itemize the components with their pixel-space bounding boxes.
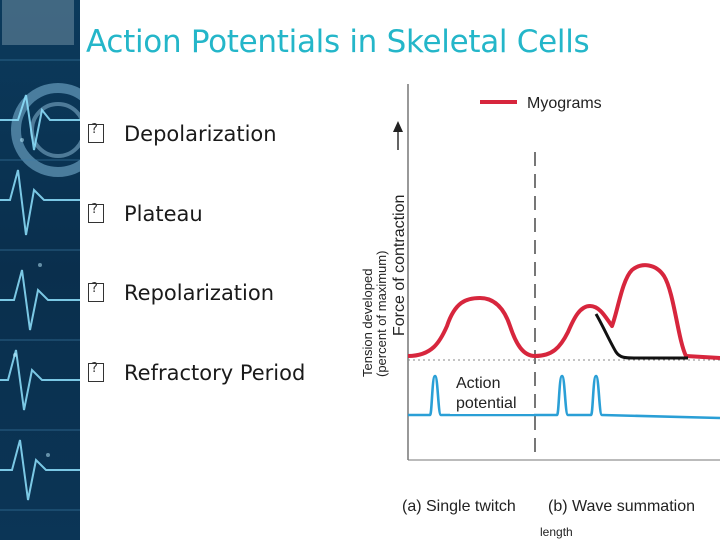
action-potential-label-line1: Action <box>456 375 500 392</box>
legend-label-myograms: Myograms <box>527 95 602 112</box>
bullet-glyph-icon <box>88 361 104 382</box>
y-label-force: Force of contraction <box>391 195 408 336</box>
myogram-figure: Force of contraction Tension developed (… <box>360 84 720 539</box>
y-label-tension: Tension developed <box>360 269 375 377</box>
bullet-glyph-icon <box>88 202 104 223</box>
bullet-item-repolarization: Repolarization <box>88 281 274 305</box>
slide-title: Action Potentials in Skeletal Cells <box>86 24 590 60</box>
myogram-curve <box>407 263 720 360</box>
bullet-item-depolarization: Depolarization <box>88 122 277 146</box>
bullet-label: Plateau <box>124 202 203 226</box>
caption-single-twitch: (a) Single twitch <box>402 498 516 515</box>
bullet-glyph-icon <box>88 281 104 302</box>
caption-fragment: length <box>540 525 573 539</box>
y-label-tension-unit: (percent of maximum) <box>374 251 389 377</box>
bullet-item-refractory-period: Refractory Period <box>88 361 305 385</box>
caption-wave-summation: (b) Wave summation <box>548 498 695 515</box>
action-potential-label-bg <box>450 370 534 414</box>
bullet-label: Refractory Period <box>124 361 306 385</box>
force-axis-arrow-icon <box>393 121 403 150</box>
action-potential-trace <box>408 374 720 420</box>
bullet-item-plateau: Plateau <box>88 202 203 226</box>
bullet-label: Depolarization <box>124 122 277 146</box>
decorative-heartbeat-strip <box>0 0 80 540</box>
heartbeat-pattern-icon <box>0 0 80 511</box>
bullet-label: Repolarization <box>124 281 275 305</box>
single-twitch-decay-curve <box>594 313 688 360</box>
bullet-glyph-icon <box>88 122 104 143</box>
action-potential-label-line2: potential <box>456 395 517 412</box>
